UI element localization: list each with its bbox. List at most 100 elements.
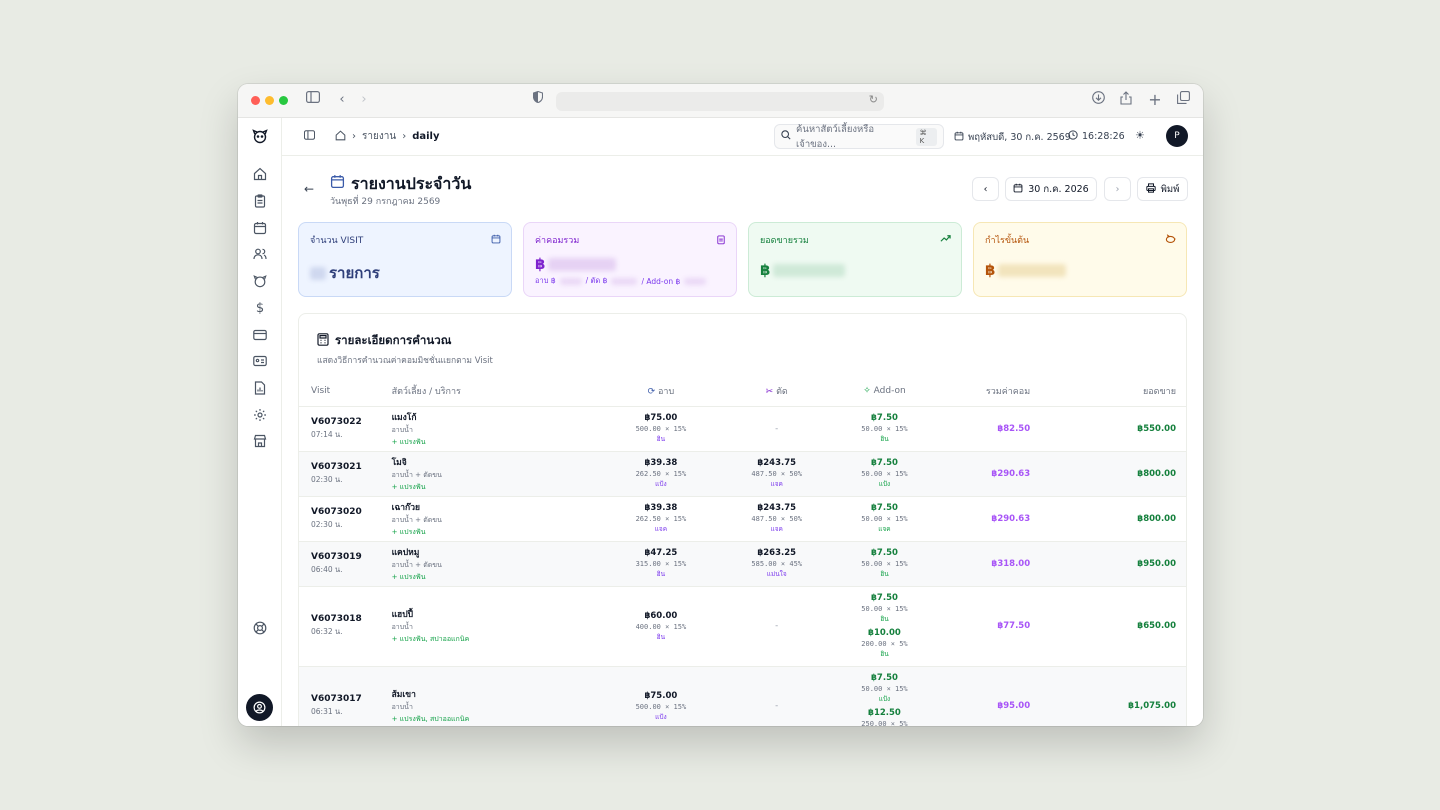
back-arrow-button[interactable]: ← — [304, 182, 315, 196]
addon-employee: ฮิน — [880, 650, 889, 658]
bath-amount: ฿75.00 — [644, 413, 678, 423]
pet-name: แมงโก้ — [391, 412, 417, 423]
id-card-icon[interactable] — [250, 351, 270, 371]
sales-total: ฿550.00 — [1128, 406, 1186, 452]
pet-icon[interactable] — [250, 271, 270, 291]
pet-name: แคปหมู — [391, 547, 420, 558]
search-placeholder: ค้นหาสัตว์เลี้ยงหรือเจ้าของ... — [796, 123, 875, 150]
scissors-icon: ✂ — [765, 386, 774, 397]
breadcrumb-home-icon[interactable] — [335, 129, 346, 144]
home-icon[interactable] — [250, 164, 270, 184]
pet-service-cell: เฉาก๊วย อาบน้ำ + ตัดขน + แปรงฟัน — [391, 496, 601, 542]
cut-amount: ฿263.25 — [757, 548, 797, 558]
close-window-button[interactable] — [251, 96, 260, 105]
breadcrumb-item-report[interactable]: รายงาน — [362, 131, 397, 142]
next-day-button[interactable]: › — [1104, 177, 1131, 201]
tabs-overview-icon[interactable] — [1174, 91, 1192, 109]
addon-entry: ฿7.50 50.00 × 15% ฮิน — [833, 413, 937, 444]
visit-cell: V6073019 06:40 น. — [299, 541, 392, 587]
bath-amount: ฿47.25 — [644, 548, 678, 558]
visit-id[interactable]: V6073021 — [311, 461, 362, 472]
cut-formula: 487.50 × 50% — [751, 515, 802, 523]
visit-id[interactable]: V6073020 — [311, 506, 362, 517]
gross-profit-card: กำไรขั้นต้น ฿ — [973, 222, 1187, 297]
cut-employee: แจค — [770, 525, 783, 533]
search-input[interactable]: ค้นหาสัตว์เลี้ยงหรือเจ้าของ... ⌘ K — [774, 123, 944, 150]
breadcrumb: › รายงาน › daily — [303, 129, 439, 144]
redacted-value — [684, 277, 707, 285]
table-row[interactable]: V6073018 06:32 น. แฮปปี้ อาบน้ำ + แปรงฟัน, ส… — [299, 586, 1186, 667]
table-row[interactable]: V6073022 07:14 น. แมงโก้ อาบน้ำ + แปรงฟัน ฿75… — [299, 406, 1186, 452]
visit-id[interactable]: V6073017 — [311, 694, 362, 704]
new-tab-icon[interactable]: + — [1148, 90, 1162, 109]
visit-id[interactable]: V6073019 — [311, 551, 362, 562]
search-icon — [781, 130, 791, 143]
date-picker-button[interactable]: 30 ก.ค. 2026 — [1005, 177, 1097, 201]
sidebar-toggle-icon[interactable] — [304, 91, 322, 109]
pet-name: ส้มเขา — [391, 690, 416, 700]
share-icon[interactable] — [1117, 91, 1135, 109]
store-icon[interactable] — [250, 431, 270, 451]
user-avatar[interactable]: P — [1166, 125, 1188, 147]
page-title: รายงานประจำวัน — [351, 174, 472, 193]
bath-formula: 500.00 × 15% — [635, 425, 687, 433]
commission-total: ฿77.50 — [936, 586, 1129, 667]
table-row[interactable]: V6073017 06:31 น. ส้มเขา อาบน้ำ + แปรงฟัน, ส… — [299, 666, 1186, 726]
table-row[interactable]: V6073020 02:30 น. เฉาก๊วย อาบน้ำ + ตัดขน + แ… — [299, 496, 1186, 542]
maximize-window-button[interactable] — [279, 96, 288, 105]
sales-total: ฿1,075.00 — [1128, 666, 1186, 726]
addon-commission-label: / Add-on ฿ — [641, 276, 681, 286]
col-commission: รวมค่าคอม — [936, 376, 1129, 407]
addon-formula: 50.00 × 15% — [861, 605, 908, 613]
cut-cell: - — [720, 586, 833, 667]
minimize-window-button[interactable] — [265, 96, 274, 105]
toggle-sidebar-icon[interactable] — [303, 130, 316, 143]
clipboard-icon[interactable] — [250, 191, 270, 211]
dollar-icon[interactable]: $ — [255, 300, 265, 316]
visit-id[interactable]: V6073022 — [311, 416, 362, 427]
visit-time: 06:40 น. — [311, 564, 343, 574]
back-arrow-icon[interactable]: ‹ — [339, 92, 345, 107]
addon-cell: ฿7.50 50.00 × 15% แจค — [832, 496, 937, 542]
visit-cell: V6073018 06:32 น. — [299, 586, 392, 667]
visit-time: 06:31 น. — [311, 707, 343, 716]
users-icon[interactable] — [250, 244, 270, 264]
help-lifebuoy-icon[interactable] — [250, 618, 270, 638]
reload-icon[interactable]: ↻ — [868, 93, 878, 106]
card-value: ฿ — [760, 261, 846, 279]
addon-employee: ฮิน — [880, 570, 889, 578]
theme-toggle-sun-icon[interactable]: ☀ — [1135, 129, 1145, 142]
col-cut-label: ตัด — [776, 386, 788, 397]
commission-total: ฿95.00 — [936, 666, 1129, 726]
report-file-icon[interactable] — [250, 378, 270, 398]
addon-entry: ฿10.00 200.00 × 5% ฮิน — [833, 628, 937, 659]
profile-avatar[interactable] — [246, 694, 273, 721]
service-text: อาบน้ำ + ตัดขน — [391, 515, 442, 524]
visit-count-card: จำนวน VISIT รายการ — [298, 222, 512, 297]
download-icon[interactable] — [1089, 91, 1107, 109]
calendar-icon[interactable] — [250, 218, 270, 238]
table-row[interactable]: V6073019 06:40 น. แคปหมู อาบน้ำ + ตัดขน + แป… — [299, 541, 1186, 587]
print-button[interactable]: พิมพ์ — [1137, 177, 1188, 201]
piggy-bank-icon — [1165, 234, 1176, 247]
page-subtitle: วันพุธที่ 29 กรกฎาคม 2569 — [330, 197, 441, 207]
pet-service-cell: ส้มเขา อาบน้ำ + แปรงฟัน, สปาออแกนิค — [391, 666, 601, 726]
addon-text: + แปรงฟัน — [391, 527, 426, 536]
card-value: รายการ — [310, 261, 380, 285]
pet-service-cell: แคปหมู อาบน้ำ + ตัดขน + แปรงฟัน — [391, 541, 601, 587]
credit-card-icon[interactable] — [250, 325, 270, 345]
commission-table: Visit สัตว์เลี้ยง / บริการ ⟳ อาบ ✂ ตัด ✧… — [299, 376, 1186, 726]
prev-day-button[interactable]: ‹ — [972, 177, 999, 201]
card-label: ค่าคอมรวม — [535, 236, 580, 246]
settings-gear-icon[interactable] — [250, 405, 270, 425]
bath-formula: 315.00 × 15% — [635, 560, 687, 568]
forward-arrow-icon[interactable]: › — [361, 92, 367, 107]
calendar-icon — [491, 234, 501, 247]
url-bar[interactable]: ↻ — [556, 92, 884, 111]
table-row[interactable]: V6073021 02:30 น. โมจิ อาบน้ำ + ตัดขน + แปรง… — [299, 451, 1186, 497]
addon-amount: ฿7.50 — [871, 593, 898, 603]
visit-id[interactable]: V6073018 — [311, 614, 362, 624]
addon-cell: ฿7.50 50.00 × 15% ฮิน — [832, 541, 937, 587]
shield-icon[interactable] — [529, 90, 547, 109]
dog-logo-icon[interactable] — [250, 126, 270, 146]
